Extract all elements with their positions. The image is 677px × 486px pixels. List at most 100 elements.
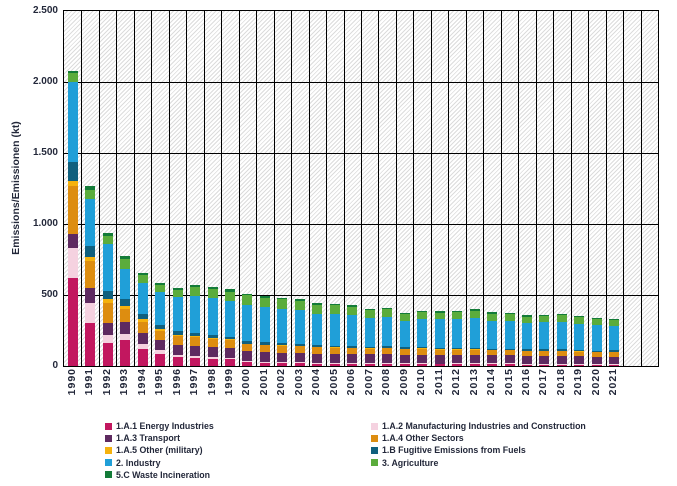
bar-segment xyxy=(120,309,131,323)
bar-segment xyxy=(172,354,183,358)
bar-1992 xyxy=(102,232,113,366)
bar-1998 xyxy=(207,286,218,366)
bar-segment xyxy=(574,364,585,366)
x-tick-label: 2013 xyxy=(467,368,480,396)
bar-2002 xyxy=(277,297,288,366)
bar-segment xyxy=(102,335,113,343)
vgridline xyxy=(570,11,572,366)
bar-segment xyxy=(382,346,393,348)
bar-segment xyxy=(609,351,620,357)
bar-segment xyxy=(347,346,358,348)
bar-segment xyxy=(591,318,602,320)
x-tick-label: 1995 xyxy=(153,368,166,396)
bar-segment xyxy=(277,345,288,347)
bar-segment xyxy=(120,258,131,269)
bar-segment xyxy=(382,316,393,347)
bar-segment xyxy=(452,363,463,365)
bar-segment xyxy=(277,299,288,309)
bar-2013 xyxy=(469,309,480,366)
bar-segment xyxy=(294,352,305,363)
bar-segment xyxy=(364,354,375,364)
bar-2020 xyxy=(591,318,602,366)
bar-segment xyxy=(224,340,235,348)
x-tick-label: 1990 xyxy=(65,368,78,396)
bar-segment xyxy=(67,82,78,163)
bar-segment xyxy=(574,351,585,357)
y-tick-label: 0 xyxy=(52,360,58,371)
legend-label: 1.A.1 Energy Industries xyxy=(116,421,214,432)
bar-segment xyxy=(434,311,445,313)
bar-segment xyxy=(137,273,148,276)
bar-segment xyxy=(452,364,463,366)
bar-segment xyxy=(434,348,445,350)
vgridline xyxy=(500,11,502,366)
bar-segment xyxy=(399,321,410,348)
bar-segment xyxy=(242,361,253,363)
legend-label: 1.A.4 Other Sectors xyxy=(382,433,464,444)
bar-segment xyxy=(155,330,166,340)
bar-segment xyxy=(609,318,620,321)
bar-segment xyxy=(487,348,498,350)
bar-segment xyxy=(399,354,410,364)
bar-segment xyxy=(452,310,463,313)
bar-segment xyxy=(172,335,183,345)
vgridline xyxy=(465,11,467,366)
x-tick-label: 2000 xyxy=(240,368,253,396)
vgridline xyxy=(81,11,83,366)
x-tick-label: 1997 xyxy=(188,368,201,396)
vgridline xyxy=(326,11,328,366)
bar-segment xyxy=(347,364,358,366)
bar-segment xyxy=(155,350,166,354)
bar-segment xyxy=(521,349,532,351)
bar-segment xyxy=(120,305,131,310)
vgridline xyxy=(221,11,223,366)
bar-segment xyxy=(382,363,393,365)
bar-segment xyxy=(504,355,515,364)
bar-segment xyxy=(242,340,253,344)
legend-column-right: 1.A.2 Manufacturing Industries and Const… xyxy=(371,420,586,469)
bar-segment xyxy=(224,300,235,337)
bar-segment xyxy=(277,346,288,353)
bar-segment xyxy=(329,313,340,346)
bar-segment xyxy=(469,347,480,350)
bar-segment xyxy=(294,343,305,346)
bar-segment xyxy=(207,298,218,336)
bar-segment xyxy=(364,309,375,318)
bar-segment xyxy=(207,357,218,359)
bar-segment xyxy=(120,299,131,306)
bar-segment xyxy=(277,363,288,366)
legend-swatch-icon xyxy=(371,446,378,454)
legend-item: 1.B Fugitive Emissions from Fuels xyxy=(371,444,586,456)
bar-segment xyxy=(329,347,340,348)
bar-segment xyxy=(172,297,183,332)
bar-segment xyxy=(259,297,270,308)
bar-segment xyxy=(155,339,166,351)
bar-segment xyxy=(521,350,532,356)
bar-segment xyxy=(417,347,428,349)
bar-segment xyxy=(294,362,305,364)
legend-item: 1.A.1 Energy Industries xyxy=(105,420,214,432)
bar-segment xyxy=(504,321,515,349)
bar-segment xyxy=(190,285,201,288)
legend-item: 3. Agriculture xyxy=(371,457,586,469)
x-tick-label: 1998 xyxy=(205,368,218,396)
vgridline xyxy=(518,11,520,366)
bar-segment xyxy=(487,313,498,321)
x-tick-label: 2004 xyxy=(310,368,323,396)
vgridline xyxy=(238,11,240,366)
bar-segment xyxy=(312,303,323,305)
bar-segment xyxy=(574,350,585,352)
bar-segment xyxy=(539,349,550,351)
bar-segment xyxy=(259,295,270,298)
legend-column-left: 1.A.1 Energy Industries 1.A.3 Transport 1.… xyxy=(105,420,214,481)
bar-segment xyxy=(574,363,585,365)
bar-segment xyxy=(67,70,78,74)
x-tick-label: 2014 xyxy=(485,368,498,396)
bar-segment xyxy=(364,348,375,355)
bar-segment xyxy=(364,363,375,365)
bar-segment xyxy=(102,291,113,300)
bar-segment xyxy=(521,364,532,366)
x-tick-label: 2015 xyxy=(502,368,515,396)
legend-item: 1.A.4 Other Sectors xyxy=(371,432,586,444)
bar-segment xyxy=(242,344,253,352)
